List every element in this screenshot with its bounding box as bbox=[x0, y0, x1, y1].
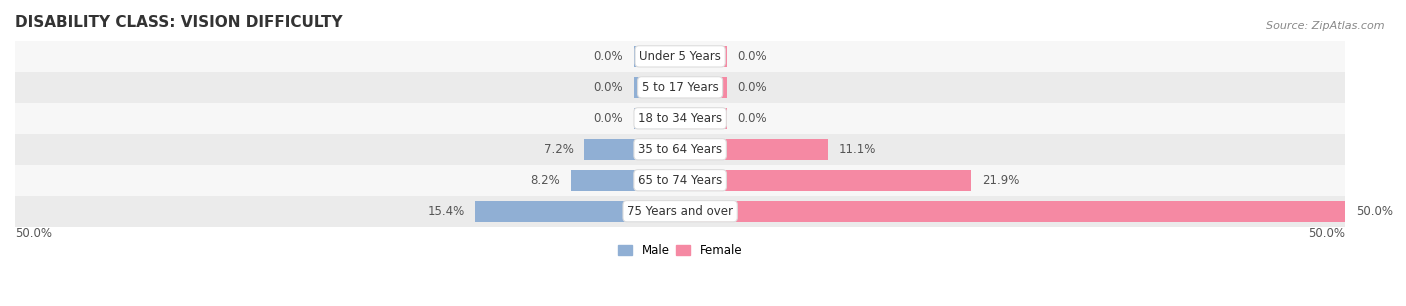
Text: 7.2%: 7.2% bbox=[544, 143, 574, 156]
Text: 5 to 17 Years: 5 to 17 Years bbox=[641, 81, 718, 94]
Bar bbox=[15, 165, 1346, 196]
Text: 21.9%: 21.9% bbox=[983, 174, 1019, 187]
Text: Source: ZipAtlas.com: Source: ZipAtlas.com bbox=[1267, 21, 1385, 32]
Bar bbox=[681, 139, 828, 160]
Bar bbox=[634, 77, 681, 98]
Bar bbox=[15, 196, 1346, 227]
Text: 18 to 34 Years: 18 to 34 Years bbox=[638, 112, 723, 125]
Text: 0.0%: 0.0% bbox=[593, 50, 623, 63]
Bar bbox=[681, 170, 972, 191]
Text: 75 Years and over: 75 Years and over bbox=[627, 205, 733, 218]
Bar bbox=[681, 201, 1346, 222]
Bar bbox=[681, 46, 727, 67]
Text: 8.2%: 8.2% bbox=[530, 174, 561, 187]
Text: DISABILITY CLASS: VISION DIFFICULTY: DISABILITY CLASS: VISION DIFFICULTY bbox=[15, 15, 343, 30]
Bar bbox=[15, 103, 1346, 134]
Text: 0.0%: 0.0% bbox=[593, 81, 623, 94]
Text: 0.0%: 0.0% bbox=[593, 112, 623, 125]
Text: 0.0%: 0.0% bbox=[737, 112, 766, 125]
Text: Under 5 Years: Under 5 Years bbox=[640, 50, 721, 63]
Bar bbox=[15, 72, 1346, 103]
Bar bbox=[681, 77, 727, 98]
Bar bbox=[475, 201, 681, 222]
Bar bbox=[634, 46, 681, 67]
Text: 50.0%: 50.0% bbox=[1355, 205, 1393, 218]
Text: 15.4%: 15.4% bbox=[427, 205, 464, 218]
Legend: Male, Female: Male, Female bbox=[613, 239, 747, 262]
Text: 0.0%: 0.0% bbox=[737, 81, 766, 94]
Text: 65 to 74 Years: 65 to 74 Years bbox=[638, 174, 723, 187]
Bar bbox=[15, 134, 1346, 165]
Text: 35 to 64 Years: 35 to 64 Years bbox=[638, 143, 723, 156]
Bar bbox=[634, 108, 681, 129]
Bar bbox=[681, 108, 727, 129]
Bar bbox=[15, 41, 1346, 72]
Text: 0.0%: 0.0% bbox=[737, 50, 766, 63]
Text: 50.0%: 50.0% bbox=[15, 227, 52, 240]
Text: 11.1%: 11.1% bbox=[838, 143, 876, 156]
Bar bbox=[585, 139, 681, 160]
Text: 50.0%: 50.0% bbox=[1308, 227, 1346, 240]
Bar bbox=[571, 170, 681, 191]
